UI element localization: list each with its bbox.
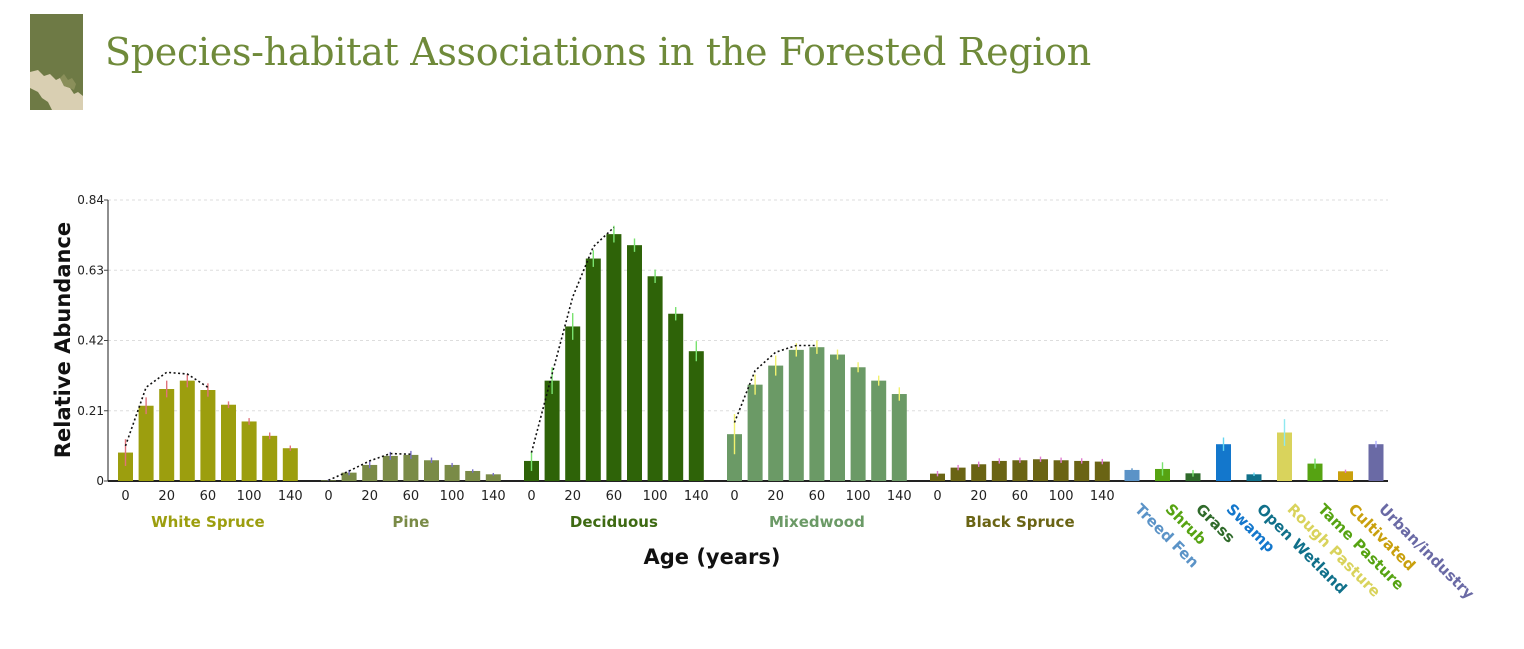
bar bbox=[668, 313, 684, 481]
bar bbox=[200, 390, 216, 481]
bar bbox=[1012, 460, 1028, 481]
age-tick-label: 140 bbox=[887, 489, 912, 504]
age-tick-label: 60 bbox=[606, 489, 623, 504]
age-tick-label: 100 bbox=[846, 489, 871, 504]
age-tick-label: 140 bbox=[278, 489, 303, 504]
bar bbox=[1074, 460, 1090, 481]
age-tick-label: 140 bbox=[684, 489, 709, 504]
bar bbox=[747, 384, 763, 481]
group-label: White Spruce bbox=[151, 513, 265, 531]
bar bbox=[362, 464, 378, 481]
habitat-bar bbox=[1368, 444, 1384, 481]
bar bbox=[850, 367, 866, 481]
bar bbox=[647, 276, 663, 481]
age-tick-label: 0 bbox=[121, 489, 129, 504]
y-tick-label: 0.21 bbox=[77, 404, 104, 418]
age-tick-label: 20 bbox=[970, 489, 987, 504]
age-tick-label: 60 bbox=[1012, 489, 1029, 504]
bar bbox=[262, 435, 278, 481]
bar bbox=[444, 464, 460, 481]
age-tick-label: 60 bbox=[200, 489, 217, 504]
age-tick-label: 100 bbox=[440, 489, 465, 504]
bar bbox=[950, 467, 966, 481]
bar bbox=[382, 455, 398, 481]
bar bbox=[991, 460, 1007, 481]
bar bbox=[971, 464, 987, 481]
bar bbox=[1053, 460, 1069, 481]
age-tick-label: 100 bbox=[1049, 489, 1074, 504]
habitat-bar bbox=[1338, 471, 1353, 481]
y-tick-label: 0 bbox=[96, 474, 104, 488]
age-tick-label: 0 bbox=[527, 489, 535, 504]
bar bbox=[1094, 461, 1110, 481]
bar bbox=[221, 404, 236, 481]
y-tick-label: 0.84 bbox=[77, 193, 104, 207]
bar bbox=[768, 365, 784, 481]
bar bbox=[424, 460, 439, 481]
bar bbox=[606, 234, 622, 481]
x-axis-label: Age (years) bbox=[644, 545, 781, 569]
bar bbox=[871, 380, 887, 481]
bar bbox=[788, 349, 804, 481]
page-title: Species-habitat Associations in the Fore… bbox=[105, 30, 1091, 74]
age-tick-label: 100 bbox=[237, 489, 262, 504]
bar bbox=[118, 452, 133, 481]
age-tick-label: 0 bbox=[324, 489, 332, 504]
province-logo bbox=[30, 14, 83, 110]
bar bbox=[465, 470, 481, 481]
bar bbox=[585, 258, 601, 481]
group-label: Pine bbox=[392, 513, 429, 531]
habitat-bar bbox=[1124, 469, 1140, 481]
bar bbox=[891, 394, 907, 481]
age-tick-label: 20 bbox=[158, 489, 175, 504]
age-tick-label: 100 bbox=[643, 489, 668, 504]
bar bbox=[403, 454, 419, 481]
y-tick-label: 0.42 bbox=[77, 334, 104, 348]
habitat-bar bbox=[1185, 473, 1201, 481]
bar bbox=[282, 448, 298, 481]
trend-curve bbox=[733, 344, 817, 423]
age-tick-label: 0 bbox=[730, 489, 738, 504]
age-tick-label: 20 bbox=[564, 489, 581, 504]
bar bbox=[830, 354, 845, 481]
y-tick-label: 0.63 bbox=[77, 263, 104, 277]
habitat-bar bbox=[1246, 474, 1262, 481]
age-tick-label: 140 bbox=[1090, 489, 1115, 504]
habitat-bar bbox=[1277, 432, 1292, 481]
group-label: Deciduous bbox=[570, 513, 658, 531]
age-tick-label: 20 bbox=[361, 489, 378, 504]
bar bbox=[809, 347, 825, 481]
bar bbox=[727, 434, 742, 481]
age-tick-label: 60 bbox=[403, 489, 420, 504]
bar bbox=[341, 472, 357, 481]
bar bbox=[688, 351, 704, 481]
bar bbox=[241, 421, 257, 481]
trend-curve bbox=[530, 226, 615, 453]
age-tick-label: 140 bbox=[481, 489, 506, 504]
age-tick-label: 0 bbox=[933, 489, 941, 504]
bar bbox=[485, 474, 501, 481]
age-tick-label: 20 bbox=[767, 489, 784, 504]
bar bbox=[159, 389, 175, 481]
habitat-bar bbox=[1216, 444, 1231, 481]
bar bbox=[138, 405, 154, 481]
group-label: Black Spruce bbox=[965, 513, 1074, 531]
bar bbox=[544, 380, 560, 481]
trend-curve bbox=[124, 371, 209, 447]
bar bbox=[179, 380, 195, 481]
bar bbox=[627, 245, 642, 481]
bar bbox=[1033, 459, 1048, 481]
y-axis-label: Relative Abundance bbox=[51, 222, 75, 458]
trend-curve bbox=[328, 452, 411, 482]
age-tick-label: 60 bbox=[809, 489, 826, 504]
group-label: Mixedwood bbox=[769, 513, 865, 531]
bar bbox=[565, 326, 581, 481]
habitat-bar bbox=[1307, 463, 1323, 481]
bar bbox=[930, 473, 945, 481]
